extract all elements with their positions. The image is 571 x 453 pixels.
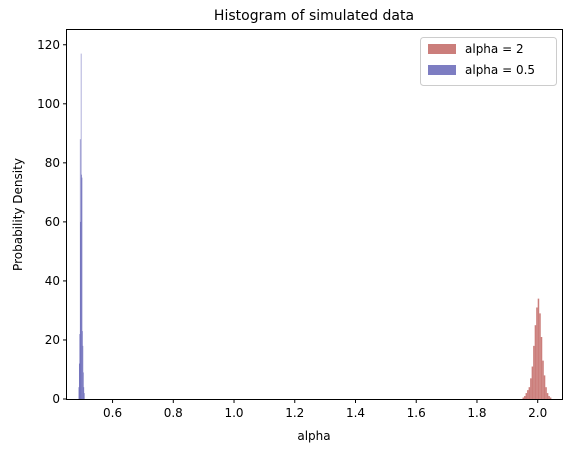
bar-series-1-bin-6 [81, 174, 82, 399]
x-tick-label: 1.2 [285, 406, 304, 420]
bar-series-0-bin-9 [536, 307, 538, 399]
bar-series-1-bin-2 [79, 334, 81, 399]
y-tick-label: 20 [45, 333, 60, 347]
bar-series-0-bin-12 [540, 337, 543, 399]
bar-series-0-bin-5 [530, 378, 532, 399]
y-tick-label: 40 [45, 274, 60, 288]
bar-series-0-bin-13 [542, 360, 544, 399]
bar-series-0-bin-6 [531, 366, 534, 399]
x-tick-label: 0.6 [103, 406, 122, 420]
x-tick-label: 1.0 [224, 406, 243, 420]
legend-swatch-alpha-0-5 [428, 65, 456, 75]
x-tick-label: 1.4 [346, 406, 365, 420]
bar-series-0-bin-11 [539, 313, 541, 399]
y-tick-label: 120 [37, 38, 60, 52]
y-tick-label: 60 [45, 215, 60, 229]
bar-series-0-bin-8 [534, 325, 537, 399]
x-tick-label: 0.8 [164, 406, 183, 420]
bar-series-1-bin-0 [78, 387, 80, 399]
bar-series-1-bin-1 [78, 363, 80, 399]
bar-series-0-bin-0 [522, 397, 525, 399]
x-tick-label: 1.6 [407, 406, 426, 420]
plot-frame [66, 29, 563, 400]
bar-series-1-bin-10 [83, 372, 84, 399]
bar-series-0-bin-1 [524, 396, 526, 399]
x-axis-label: alpha [297, 429, 330, 443]
bar-series-1-bin-4 [80, 221, 81, 399]
bar-series-0-bin-10 [537, 298, 540, 399]
bar-series-0-bin-17 [548, 396, 550, 399]
y-axis-ticks: 0 20 40 60 80 100 120 [37, 38, 67, 406]
bar-series-1-bin-11 [83, 387, 85, 399]
histogram-bars [78, 53, 552, 400]
chart-title: Histogram of simulated data [214, 8, 414, 24]
x-tick-label: 1.8 [467, 406, 486, 420]
bar-series-0-bin-14 [543, 375, 546, 399]
legend-label-alpha-2: alpha = 2 [465, 42, 524, 56]
y-axis-label: Probability Density [11, 158, 25, 271]
y-tick-label: 100 [37, 97, 60, 111]
bar-series-0-bin-15 [545, 387, 547, 399]
bar-series-0-bin-3 [527, 390, 529, 399]
bar-series-1-bin-7 [81, 177, 83, 399]
x-axis-ticks: 0.6 0.8 1.0 1.2 1.4 1.6 1.8 2.0 [103, 399, 547, 420]
bar-series-1-bin-8 [82, 331, 83, 399]
legend-swatch-alpha-2 [428, 44, 456, 54]
y-tick-label: 0 [52, 392, 60, 406]
bar-series-0-bin-7 [533, 345, 535, 399]
bar-series-0-bin-2 [525, 393, 528, 399]
bar-series-0-bin-18 [549, 397, 552, 399]
x-tick-label: 2.0 [528, 406, 547, 420]
legend: alpha = 2 alpha = 0.5 [420, 37, 557, 86]
bar-series-1-bin-12 [84, 393, 85, 399]
y-tick-label: 80 [45, 156, 60, 170]
bar-series-1-bin-9 [82, 345, 84, 399]
bar-series-0-bin-16 [546, 393, 549, 399]
legend-label-alpha-0-5: alpha = 0.5 [465, 63, 535, 77]
bar-series-1-bin-5 [80, 53, 82, 400]
bar-series-0-bin-4 [528, 387, 531, 399]
bar-series-1-bin-3 [79, 139, 81, 399]
